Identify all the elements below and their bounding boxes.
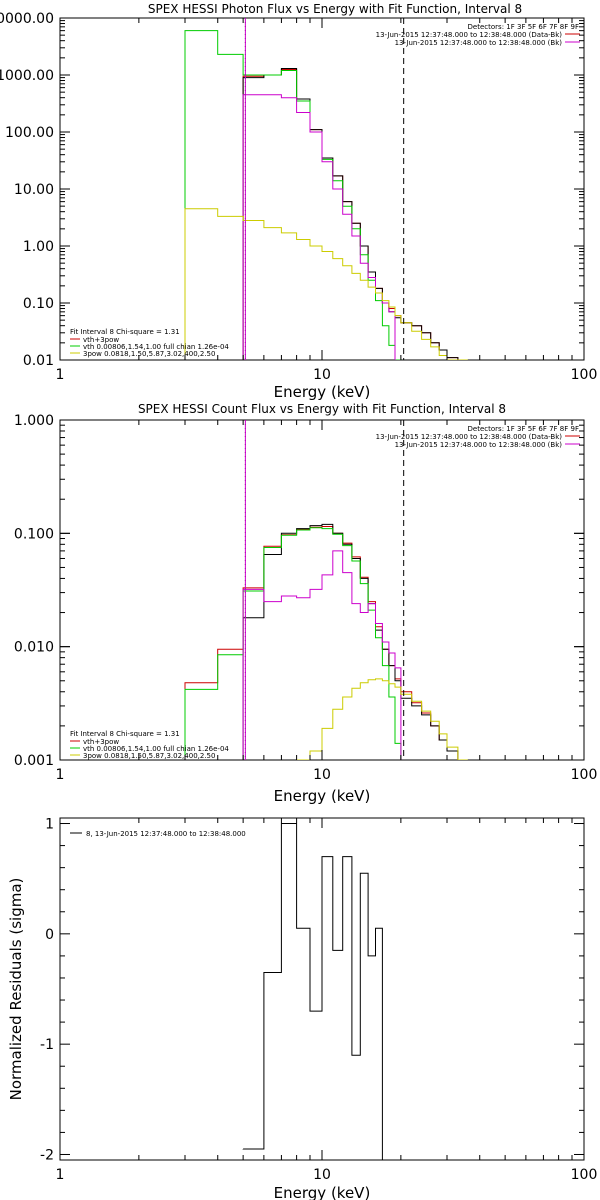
count-flux-series-vth-3pow bbox=[184, 526, 459, 760]
count-flux-x-tick-label: 100 bbox=[571, 767, 598, 783]
count-flux-legend-vth3pow: vth+3pow bbox=[83, 738, 119, 746]
photon-flux-series-group bbox=[184, 30, 468, 360]
count-flux-y-tick-label: 0.100 bbox=[14, 526, 54, 542]
residuals-y-tick-label: -2 bbox=[40, 1147, 54, 1163]
count-flux-series-vth bbox=[184, 527, 402, 760]
count-flux-panel: SPEX HESSI Count Flux vs Energy with Fit… bbox=[14, 402, 597, 805]
count-flux-series-3pow bbox=[296, 678, 468, 760]
photon-flux-detectors-label: Detectors: 1F 3F 5F 6F 7F 8F 9F bbox=[468, 23, 579, 31]
residuals-legend-label: 8, 13-Jun-2015 12:37:48.000 to 12:38:48.… bbox=[86, 830, 246, 838]
photon-flux-x-tick-label: 100 bbox=[571, 367, 598, 383]
count-flux-fit-legend: Fit Interval 8 Chi-square = 1.31 vth+3po… bbox=[70, 730, 229, 760]
photon-flux-fit-legend: Fit Interval 8 Chi-square = 1.31 vth+3po… bbox=[70, 328, 229, 358]
residuals-series-group bbox=[242, 823, 383, 1160]
count-flux-x-tick-label: 1 bbox=[56, 767, 65, 783]
residuals-y-label: Normalized Residuals (sigma) bbox=[7, 878, 25, 1101]
photon-flux-series-3pow bbox=[184, 208, 468, 360]
photon-flux-y-tick-label: 100.00 bbox=[5, 125, 54, 141]
residuals-x-tick-label: 1 bbox=[56, 1167, 65, 1183]
residuals-plot-area: 1 10 100 -2 -1 0 1 bbox=[40, 817, 597, 1183]
count-flux-y-tick-label: 0.010 bbox=[14, 640, 54, 656]
photon-flux-legend-vth3pow: vth+3pow bbox=[83, 336, 119, 344]
photon-flux-y-tick-label: 0.10 bbox=[23, 296, 54, 312]
count-flux-title: SPEX HESSI Count Flux vs Energy with Fit… bbox=[138, 402, 506, 416]
photon-flux-fit-chisq: Fit Interval 8 Chi-square = 1.31 bbox=[70, 328, 180, 336]
count-flux-legend-vth: vth 0.00806,1.54,1.00 full chian 1.26e-0… bbox=[83, 745, 229, 753]
photon-flux-series-data bbox=[242, 68, 459, 360]
residuals-y-tick-label: 1 bbox=[45, 817, 54, 833]
photon-flux-plot-area: 1 10 100 0.01 0.10 1.00 10.00 100.00 1000.00 0000… bbox=[0, 11, 597, 383]
photon-flux-panel: SPEX HESSI Photon Flux vs Energy with Fi… bbox=[0, 2, 597, 401]
photon-flux-x-label: Energy (keV) bbox=[274, 383, 371, 401]
residuals-x-tick-label: 100 bbox=[571, 1167, 598, 1183]
count-flux-x-label: Energy (keV) bbox=[274, 787, 371, 805]
photon-flux-y-tick-label: 1.00 bbox=[23, 239, 54, 255]
count-flux-detectors-label: Detectors: 1F 3F 5F 6F 7F 8F 9F bbox=[468, 425, 579, 433]
residuals-y-tick-label: -1 bbox=[40, 1037, 54, 1053]
count-flux-series-bk bbox=[242, 550, 402, 760]
photon-flux-data-interval-label: 13-Jun-2015 12:37:48.000 to 12:38:48.000… bbox=[376, 31, 563, 39]
count-flux-x-tick-label: 10 bbox=[313, 767, 331, 783]
photon-flux-legend-vth: vth 0.00806,1.54,1.00 full chian 1.26e-0… bbox=[83, 343, 229, 351]
count-flux-data-interval-label: 13-Jun-2015 12:37:48.000 to 12:38:48.000… bbox=[376, 433, 563, 441]
residuals-y-tick-label: 0 bbox=[45, 927, 54, 943]
count-flux-bk-interval-label: 13-Jun-2015 12:37:48.000 to 12:38:48.000… bbox=[395, 441, 563, 449]
photon-flux-x-tick-label: 1 bbox=[56, 367, 65, 383]
photon-flux-series-vth bbox=[184, 30, 401, 360]
count-flux-plot-area: 1 10 100 0.001 0.010 0.100 1.000 bbox=[14, 413, 597, 783]
residuals-x-label: Energy (keV) bbox=[274, 1184, 371, 1200]
count-flux-fit-chisq: Fit Interval 8 Chi-square = 1.31 bbox=[70, 730, 180, 738]
residuals-series-residuals bbox=[242, 823, 383, 1160]
photon-flux-y-tick-label: 10.00 bbox=[14, 182, 54, 198]
residuals-panel: 1 10 100 -2 -1 0 1 Energy (keV) Normalized Res… bbox=[7, 817, 597, 1200]
count-flux-series-group bbox=[184, 523, 468, 760]
count-flux-legend-3pow: 3pow 0.0818,1.50,5.87,3.02,400,2.50 bbox=[83, 752, 215, 760]
residuals-x-tick-label: 10 bbox=[313, 1167, 331, 1183]
photon-flux-bk-interval-label: 13-Jun-2015 12:37:48.000 to 12:38:48.000… bbox=[395, 39, 563, 47]
photon-flux-title: SPEX HESSI Photon Flux vs Energy with Fi… bbox=[148, 2, 522, 16]
count-flux-y-tick-label: 1.000 bbox=[14, 413, 54, 429]
photon-flux-y-tick-label: 0.01 bbox=[23, 353, 54, 369]
count-flux-y-tick-label: 0.001 bbox=[14, 753, 54, 769]
photon-flux-y-tick-label: 0000.00 bbox=[0, 11, 54, 27]
photon-flux-legend-3pow: 3pow 0.0818,1.50,5.87,3.02,400,2.50 bbox=[83, 350, 215, 358]
photon-flux-x-tick-label: 10 bbox=[313, 367, 331, 383]
photon-flux-y-tick-label: 1000.00 bbox=[0, 68, 54, 84]
